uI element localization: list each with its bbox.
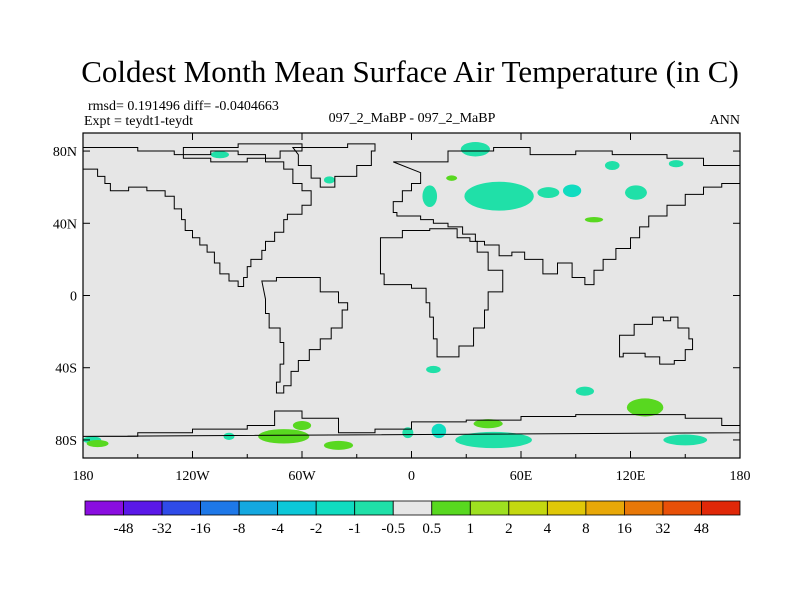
continent-outline-4 xyxy=(379,228,504,358)
x-tick-label-4: 60E xyxy=(510,469,533,484)
x-tick-label-3: 0 xyxy=(408,469,415,484)
colorbar-label-7: -0.5 xyxy=(381,521,405,537)
anomaly-patch-12 xyxy=(426,365,441,374)
colorbar-box-10 xyxy=(469,500,510,516)
x-tick-label-5: 120E xyxy=(616,469,646,484)
anomaly-patch-21 xyxy=(323,440,354,450)
center-label: 097_2_MaBP - 097_2_MaBP xyxy=(329,111,496,126)
colorbar-label-8: 0.5 xyxy=(422,521,441,537)
colorbar-box-6 xyxy=(315,500,356,516)
colorbar-label-5: -2 xyxy=(310,521,323,537)
anomaly-patch-10 xyxy=(223,432,235,440)
colorbar-box-1 xyxy=(123,500,163,516)
colorbar-box-15 xyxy=(662,500,702,516)
colorbar-label-13: 16 xyxy=(617,521,633,537)
anomaly-patch-7 xyxy=(668,160,684,168)
colorbar-label-3: -8 xyxy=(233,521,246,537)
colorbar-label-6: -1 xyxy=(348,521,361,537)
anomaly-patch-4 xyxy=(562,184,582,198)
continent-outline-0 xyxy=(82,146,312,287)
y-tick-label-1: 40N xyxy=(53,217,77,232)
colorbar-box-8 xyxy=(392,500,433,516)
x-tick-label-2: 60W xyxy=(288,469,316,484)
colorbar-label-2: -16 xyxy=(191,521,211,537)
colorbar-label-15: 48 xyxy=(694,521,709,537)
anomaly-patch-6 xyxy=(604,160,620,171)
colorbar-box-11 xyxy=(508,500,548,516)
colorbar-box-9 xyxy=(431,500,471,516)
x-tick-label-0: 180 xyxy=(73,469,94,484)
colorbar-box-12 xyxy=(546,500,587,516)
anomaly-patch-24 xyxy=(446,175,458,181)
colorbar-label-11: 4 xyxy=(544,521,552,537)
chart-title: Coldest Month Mean Surface Air Temperatu… xyxy=(81,54,739,89)
anomaly-patch-22 xyxy=(86,439,109,448)
y-tick-label-3: 40S xyxy=(55,362,77,377)
continent-outline-7 xyxy=(82,410,741,437)
colorbar-box-2 xyxy=(161,500,201,516)
anomaly-patch-19 xyxy=(258,429,310,444)
anomaly-patch-23 xyxy=(473,419,503,429)
continent-outline-3 xyxy=(392,146,741,286)
colorbar-label-4: -4 xyxy=(271,521,284,537)
anomaly-patch-14 xyxy=(431,423,447,439)
expt-label: Expt = teydt1-teydt xyxy=(84,114,193,129)
continent-outline-1 xyxy=(182,143,303,163)
colorbar-label-12: 8 xyxy=(582,521,590,537)
continent-outline-5 xyxy=(261,276,349,394)
colorbar-box-5 xyxy=(277,500,317,516)
colorbar-label-1: -32 xyxy=(152,521,172,537)
anomaly-patch-3 xyxy=(537,187,560,198)
continent-outline-2 xyxy=(291,143,376,188)
anomaly-patch-2 xyxy=(422,185,438,208)
colorbar-box-14 xyxy=(624,500,664,516)
x-tick-label-1: 120W xyxy=(175,469,210,484)
anomaly-patch-17 xyxy=(402,427,414,439)
season-label: ANN xyxy=(710,113,740,128)
anomaly-patch-8 xyxy=(210,151,229,159)
stats-label: rmsd= 0.191496 diff= -0.0404663 xyxy=(88,99,279,114)
continent-outline-6 xyxy=(619,316,694,365)
colorbar-label-14: 32 xyxy=(655,521,670,537)
colorbar-box-7 xyxy=(354,500,394,516)
colorbar-box-3 xyxy=(200,500,240,516)
x-axis-ticks: 180 120W 60W 0 60E 120E 180 xyxy=(73,133,751,484)
anomaly-patch-16 xyxy=(663,434,708,446)
y-tick-label-0: 80N xyxy=(53,145,77,160)
colorbar-label-0: -48 xyxy=(114,521,134,537)
anomaly-patch-18 xyxy=(626,398,664,417)
x-tick-label-6: 180 xyxy=(730,469,751,484)
anomaly-patch-9 xyxy=(323,176,335,184)
map-plot-area xyxy=(82,132,741,459)
y-tick-label-2: 0 xyxy=(70,290,77,305)
colorbar-box-0 xyxy=(84,500,124,516)
colorbar-box-16 xyxy=(701,500,741,516)
anomaly-patch-0 xyxy=(460,142,490,157)
anomaly-patch-5 xyxy=(625,185,647,200)
colorbar-box-4 xyxy=(238,500,279,516)
colorbar-label-10: 2 xyxy=(505,521,513,537)
colorbar-label-9: 1 xyxy=(467,521,475,537)
colorbar-box-13 xyxy=(585,500,625,516)
anomaly-patch-25 xyxy=(584,216,604,223)
anomaly-patch-15 xyxy=(575,386,594,396)
anomaly-patch-1 xyxy=(464,181,534,211)
colorbar: -48 -32 -16 -8 -4 -2 -1 -0.5 0.5 1 2 4 8 16 32 48 xyxy=(84,500,741,537)
y-tick-label-4: 80S xyxy=(55,434,77,449)
anomaly-patch-13 xyxy=(455,431,532,449)
y-axis-ticks: 80N 40N 0 40S 80S xyxy=(53,145,740,449)
anomaly-patch-20 xyxy=(292,420,312,431)
